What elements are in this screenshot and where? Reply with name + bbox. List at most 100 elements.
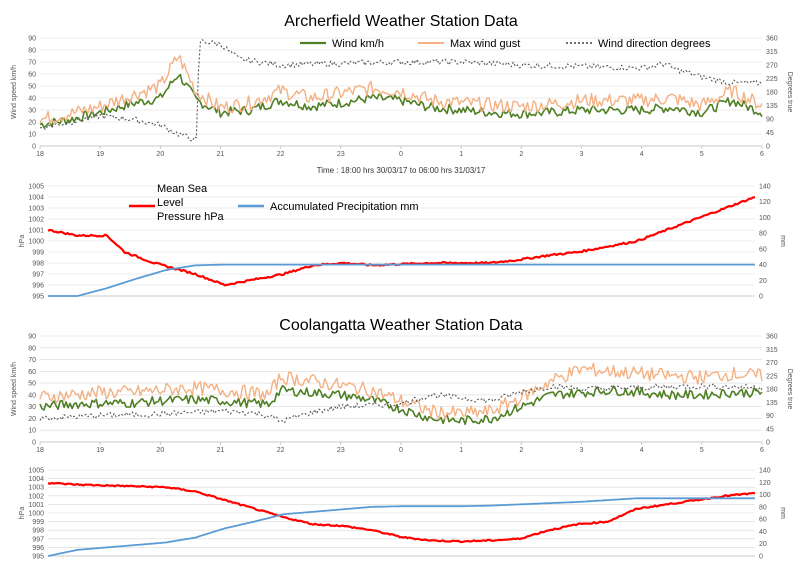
legend-label-line: Mean Sea	[157, 183, 208, 195]
x-tick-label: 20	[156, 151, 164, 158]
y-tick-label: 1000	[28, 511, 44, 518]
y-axis-title: Wind speed km/h	[11, 65, 18, 119]
y2-tick-label: 40	[759, 262, 767, 269]
legend-label-line: Level	[157, 197, 183, 209]
y-tick-label: 1002	[28, 217, 44, 224]
y-tick-label: 40	[28, 392, 36, 399]
y2-tick-label: 80	[759, 231, 767, 238]
x-tick-label: 1	[459, 447, 463, 454]
y-tick-label: 999	[32, 250, 44, 257]
y2-tick-label: 100	[759, 215, 771, 222]
y-axis-title: hPa	[19, 235, 26, 248]
x-tick-label: 4	[640, 151, 644, 158]
y2-tick-label: 0	[766, 144, 770, 151]
y-tick-label: 1000	[28, 239, 44, 246]
legend-label: Accumulated Precipitation mm	[270, 201, 419, 213]
legend-label-line: Pressure hPa	[157, 211, 225, 223]
series-line-accumulated-precipitation-mm	[47, 497, 755, 557]
y-tick-label: 10	[28, 132, 36, 139]
y-tick-label: 995	[32, 554, 44, 561]
y-tick-label: 1001	[28, 228, 44, 235]
y-tick-label: 0	[32, 440, 36, 447]
y-tick-label: 40	[28, 96, 36, 103]
x-tick-label: 19	[96, 151, 104, 158]
time-caption: Time : 18:00 hrs 30/03/17 to 06:00 hrs 3…	[317, 166, 486, 175]
archerfield-pressure-chart: 995 996 997 998 999 1000 1001 1002 1003 1004 1005 0…	[19, 183, 786, 301]
chart-title: Coolangatta Weather Station Data	[279, 317, 523, 334]
y2-tick-label: 40	[759, 529, 767, 536]
x-tick-label: 1	[459, 151, 463, 158]
series-line-wind-direction-degrees	[40, 39, 763, 142]
y2-tick-label: 20	[759, 278, 767, 285]
y-tick-label: 20	[28, 416, 36, 423]
x-tick-label: 23	[337, 151, 345, 158]
y-tick-label: 1001	[28, 502, 44, 509]
y2-axis-title: mm	[779, 507, 786, 519]
x-tick-label: 5	[700, 447, 704, 454]
x-tick-label: 5	[700, 151, 704, 158]
y2-tick-label: 360	[766, 36, 778, 43]
x-tick-label: 18	[36, 447, 44, 454]
y-tick-label: 10	[28, 428, 36, 435]
x-tick-label: 18	[36, 151, 44, 158]
y-tick-label: 50	[28, 84, 36, 91]
y2-tick-label: 0	[766, 440, 770, 447]
y-tick-label: 0	[32, 144, 36, 151]
y-tick-label: 60	[28, 369, 36, 376]
y-tick-label: 30	[28, 404, 36, 411]
y2-tick-label: 120	[759, 480, 771, 487]
y-tick-label: 70	[28, 60, 36, 67]
x-tick-label: 19	[96, 447, 104, 454]
y-tick-label: 1002	[28, 493, 44, 500]
y2-tick-label: 135	[766, 103, 778, 110]
x-tick-label: 6	[760, 447, 764, 454]
y2-tick-label: 270	[766, 63, 778, 70]
y2-tick-label: 135	[766, 400, 778, 407]
x-tick-label: 3	[580, 447, 584, 454]
legend-label: Mean Sea Level Pressure hPa	[157, 183, 225, 223]
y-tick-label: 80	[28, 48, 36, 55]
y-tick-label: 996	[32, 545, 44, 552]
y-tick-label: 50	[28, 381, 36, 388]
y-tick-label: 997	[32, 536, 44, 543]
y2-tick-label: 90	[766, 117, 774, 124]
y2-tick-label: 0	[759, 294, 763, 301]
y2-tick-label: 45	[766, 426, 774, 433]
y-tick-label: 998	[32, 528, 44, 535]
y2-axis-title: mm	[779, 235, 786, 247]
y-tick-label: 1003	[28, 206, 44, 213]
legend-label: Max wind gust	[450, 38, 520, 50]
archerfield-wind-chart: Archerfield Weather Station Data01020304…	[11, 13, 793, 158]
y2-tick-label: 140	[759, 184, 771, 191]
y2-tick-label: 0	[759, 554, 763, 561]
series-line-wind-direction-degrees	[39, 383, 763, 424]
y-axis-title: Wind speed km/h	[11, 362, 18, 416]
y-tick-label: 1003	[28, 485, 44, 492]
x-tick-label: 3	[580, 151, 584, 158]
x-tick-label: 21	[217, 151, 225, 158]
y-tick-label: 70	[28, 357, 36, 364]
y-tick-label: 80	[28, 345, 36, 352]
y-tick-label: 90	[28, 334, 36, 341]
coolangatta-wind-chart: Coolangatta Weather Station Data01020304…	[11, 317, 793, 454]
y-tick-label: 60	[28, 72, 36, 79]
y-tick-label: 1005	[28, 468, 44, 475]
x-tick-label: 20	[156, 447, 164, 454]
y-tick-label: 20	[28, 120, 36, 127]
y2-tick-label: 270	[766, 360, 778, 367]
y2-tick-label: 120	[759, 199, 771, 206]
x-tick-label: 22	[277, 447, 285, 454]
y-tick-label: 90	[28, 36, 36, 43]
y2-tick-label: 90	[766, 413, 774, 420]
series-line-max-wind-gust	[39, 55, 763, 125]
series-line-max-wind-gust	[39, 362, 763, 420]
y2-axis-title: Degrees true	[786, 72, 793, 113]
y-tick-label: 999	[32, 519, 44, 526]
x-tick-label: 0	[399, 447, 403, 454]
x-tick-label: 23	[337, 447, 345, 454]
x-tick-label: 6	[760, 151, 764, 158]
series-line-wind-km-h	[39, 73, 763, 129]
series-line-wind-km-h	[39, 384, 763, 426]
y-tick-label: 998	[32, 261, 44, 268]
